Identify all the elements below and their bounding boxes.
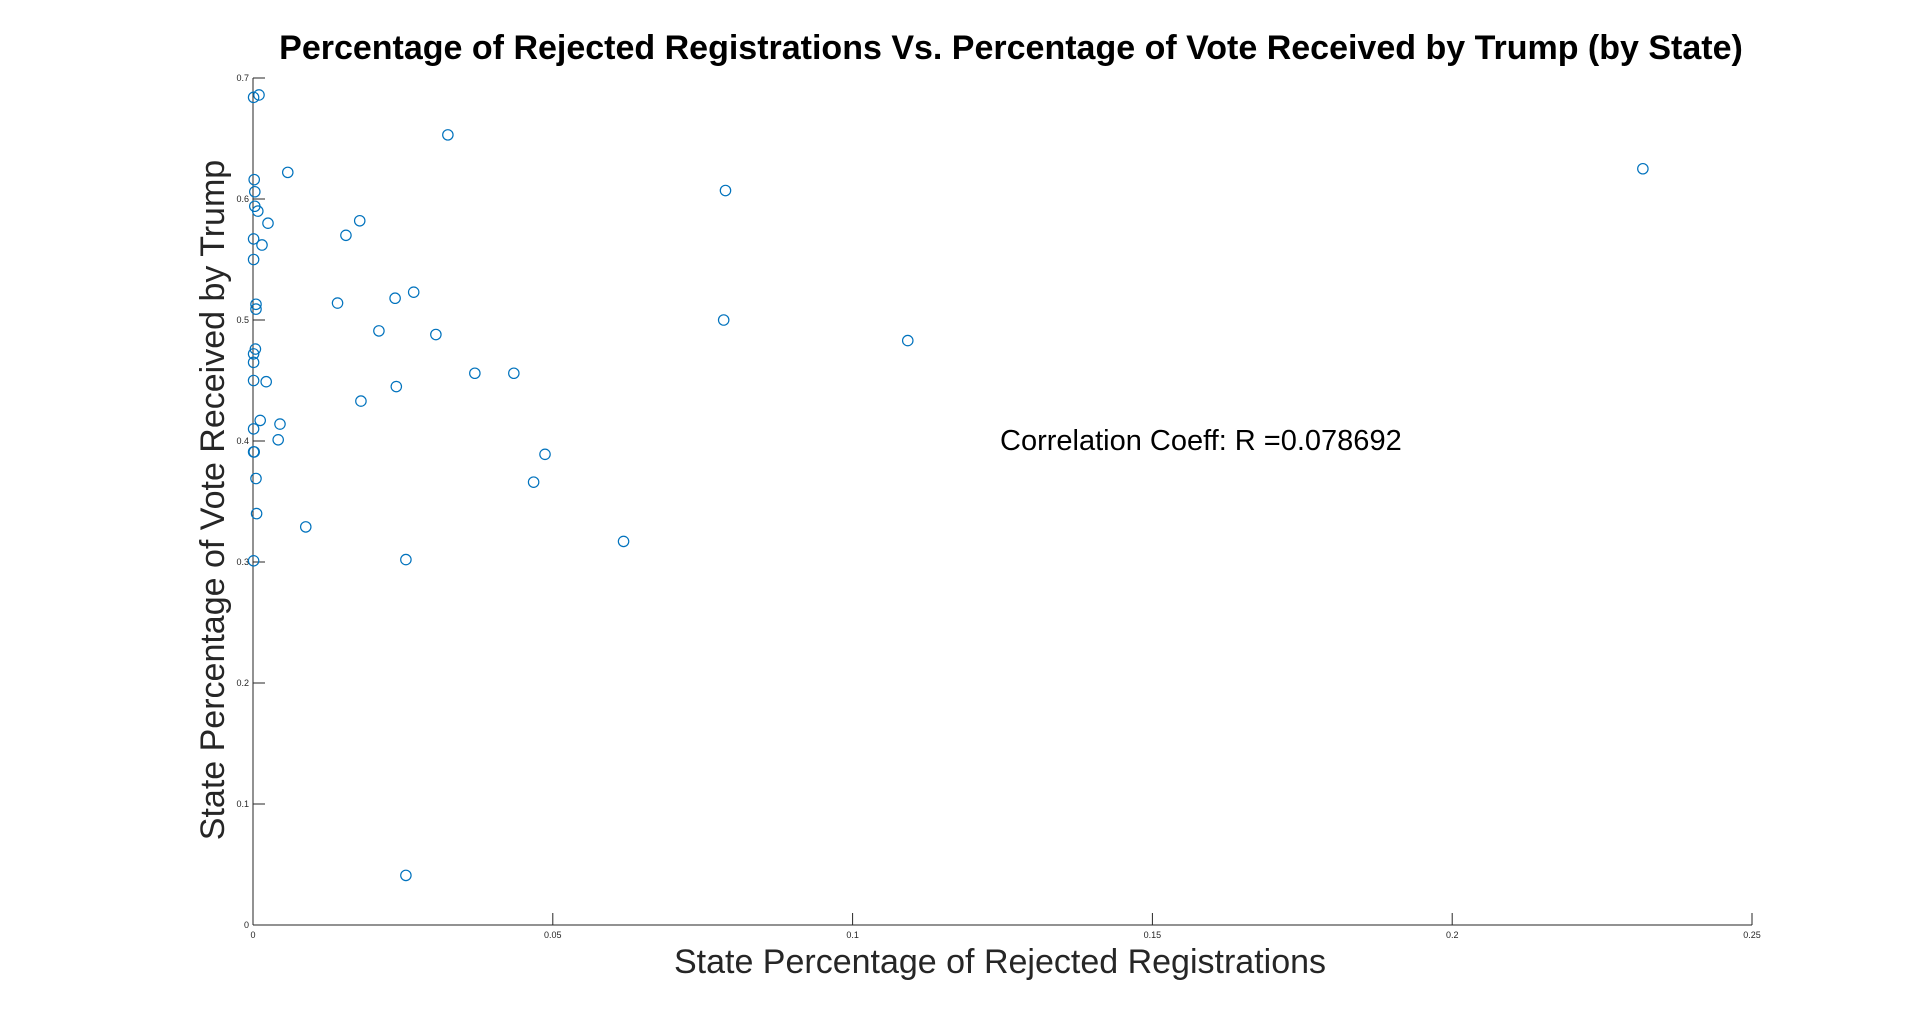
data-point [331,297,344,309]
data-point [250,303,262,315]
data-point [617,535,630,548]
data-point [719,184,732,197]
data-point [508,367,520,380]
y-tick-label: 0.1 [236,799,249,809]
data-point [373,325,385,337]
data-point [442,129,454,141]
data-point [251,205,264,217]
x-tick-label: 0.1 [846,930,859,940]
data-point [247,253,260,266]
y-tick-label: 0 [244,920,249,930]
data-point [400,869,412,882]
data-point [353,214,366,227]
data-point [1637,162,1649,175]
data-point [247,374,260,387]
x-axis-ticks: 0 0.05 0.1 0.15 0.2 0.25 [250,913,1761,940]
data-point [262,217,274,229]
data-points [247,89,1649,882]
data-point [389,292,401,305]
data-point [274,418,286,430]
data-point [250,298,262,311]
x-tick-label: 0.15 [1144,930,1162,940]
data-point [340,229,352,242]
data-point [254,414,266,427]
y-tick-label: 0.4 [236,436,249,446]
data-point [272,433,284,446]
data-point [249,343,262,355]
data-point [247,554,260,567]
data-point [247,348,260,360]
x-tick-label: 0.2 [1446,930,1459,940]
data-point [247,91,260,104]
data-point [248,185,261,198]
y-tick-label: 0.3 [236,557,249,567]
data-point [390,380,403,393]
data-point [248,173,260,186]
data-point [355,395,367,407]
y-tick-label: 0.7 [236,73,249,83]
data-point [281,166,294,179]
data-point [299,521,312,533]
x-tick-label: 0 [250,930,255,940]
data-point [250,472,262,485]
y-tick-label: 0.2 [236,678,249,688]
data-point [400,553,412,566]
data-point [247,233,260,245]
data-point [256,239,268,251]
data-point [469,367,481,380]
x-tick-label: 0.25 [1743,930,1761,940]
data-point [527,476,540,488]
data-point [250,507,263,520]
data-point [407,286,420,298]
data-point [253,89,265,101]
correlation-annotation: Correlation Coeff: R =0.078692 [1000,425,1402,457]
x-axis-label: State Percentage of Rejected Registratio… [674,943,1326,981]
data-point [717,314,730,326]
data-point [260,375,272,388]
chart-title: Percentage of Rejected Registrations Vs.… [279,29,1743,67]
data-point [539,448,551,461]
data-point [248,446,260,458]
y-axis-label: State Percentage of Vote Received by Tru… [194,160,232,840]
y-tick-label: 0.5 [236,315,249,325]
y-axis-ticks: 0 0.1 0.2 0.3 0.4 0.5 0.6 0.7 [236,73,265,930]
data-point [901,334,914,347]
x-tick-label: 0.05 [544,930,562,940]
data-point [247,356,260,369]
data-point [247,423,260,435]
y-tick-label: 0.6 [236,194,249,204]
plot-axes: 0 0.05 0.1 0.15 0.2 0.25 00.10.20.30.40.50.60… [236,73,1760,940]
data-point [430,328,442,341]
